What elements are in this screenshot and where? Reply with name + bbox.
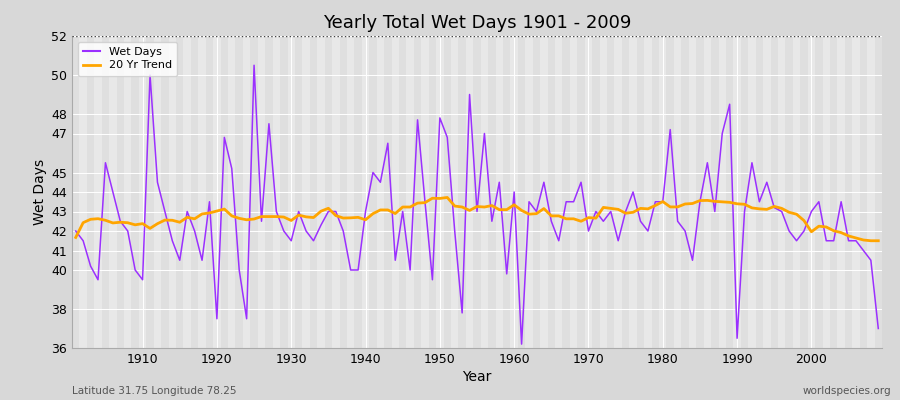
Bar xyxy=(518,36,526,348)
Bar xyxy=(458,36,466,348)
Bar xyxy=(770,36,778,348)
Bar xyxy=(72,36,79,348)
Bar xyxy=(147,36,154,348)
Bar xyxy=(131,36,139,348)
Bar xyxy=(295,36,302,348)
Bar xyxy=(667,36,674,348)
Bar xyxy=(756,36,763,348)
Bar xyxy=(236,36,243,348)
Bar xyxy=(220,36,228,348)
Bar xyxy=(280,36,287,348)
Bar xyxy=(444,36,451,348)
Bar xyxy=(399,36,407,348)
Bar xyxy=(339,36,347,348)
Bar xyxy=(875,36,882,348)
Text: worldspecies.org: worldspecies.org xyxy=(803,386,891,396)
Bar xyxy=(117,36,124,348)
Bar xyxy=(622,36,629,348)
Title: Yearly Total Wet Days 1901 - 2009: Yearly Total Wet Days 1901 - 2009 xyxy=(323,14,631,32)
Bar xyxy=(547,36,555,348)
Bar xyxy=(562,36,570,348)
Bar xyxy=(786,36,793,348)
Bar xyxy=(488,36,496,348)
Bar xyxy=(741,36,748,348)
Bar xyxy=(191,36,198,348)
Bar xyxy=(310,36,317,348)
Bar xyxy=(533,36,540,348)
Bar xyxy=(577,36,585,348)
Bar xyxy=(102,36,109,348)
Bar xyxy=(266,36,273,348)
Bar xyxy=(369,36,377,348)
Legend: Wet Days, 20 Yr Trend: Wet Days, 20 Yr Trend xyxy=(77,42,177,76)
Bar xyxy=(250,36,257,348)
Bar xyxy=(830,36,837,348)
Bar xyxy=(473,36,481,348)
Bar xyxy=(161,36,168,348)
Bar xyxy=(87,36,94,348)
Y-axis label: Wet Days: Wet Days xyxy=(33,159,47,225)
Bar xyxy=(815,36,823,348)
X-axis label: Year: Year xyxy=(463,370,491,384)
Bar xyxy=(355,36,362,348)
Bar xyxy=(607,36,615,348)
Bar xyxy=(681,36,688,348)
Bar xyxy=(428,36,436,348)
Bar xyxy=(711,36,718,348)
Bar xyxy=(384,36,392,348)
Bar xyxy=(652,36,659,348)
Bar xyxy=(414,36,421,348)
Bar xyxy=(845,36,852,348)
Bar xyxy=(637,36,644,348)
Bar xyxy=(176,36,184,348)
Bar xyxy=(726,36,734,348)
Bar xyxy=(592,36,599,348)
Bar xyxy=(325,36,332,348)
Text: Latitude 31.75 Longitude 78.25: Latitude 31.75 Longitude 78.25 xyxy=(72,386,237,396)
Bar xyxy=(860,36,867,348)
Bar xyxy=(206,36,213,348)
Bar xyxy=(503,36,510,348)
Bar xyxy=(697,36,704,348)
Bar xyxy=(800,36,807,348)
